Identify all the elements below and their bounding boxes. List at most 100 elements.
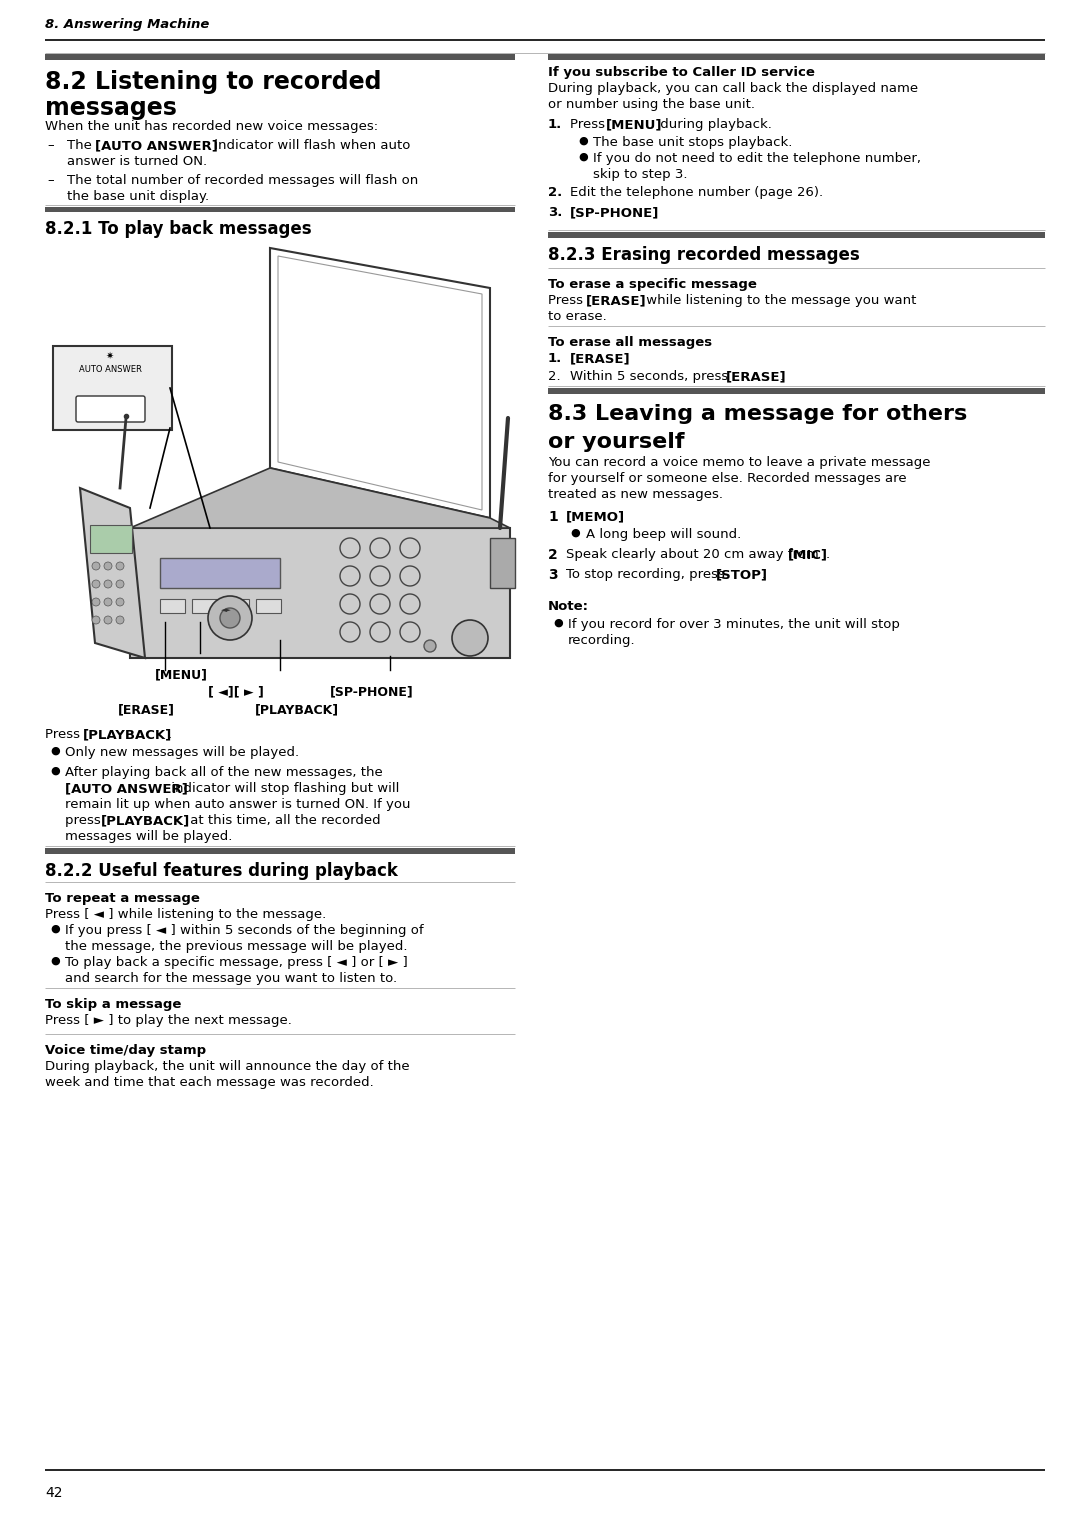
Text: [MIC]: [MIC] xyxy=(788,549,828,561)
Text: You can record a voice memo to leave a private message: You can record a voice memo to leave a p… xyxy=(548,455,931,469)
Text: [AUTO ANSWER]: [AUTO ANSWER] xyxy=(65,782,188,795)
Text: 1.: 1. xyxy=(548,118,563,131)
Text: [PLAYBACK]: [PLAYBACK] xyxy=(83,727,172,741)
Text: [STOP]: [STOP] xyxy=(716,568,768,581)
Polygon shape xyxy=(80,487,145,659)
Text: A long beep will sound.: A long beep will sound. xyxy=(586,529,741,541)
Circle shape xyxy=(400,565,420,587)
Text: 8.2.3 Erasing recorded messages: 8.2.3 Erasing recorded messages xyxy=(548,246,860,264)
Bar xyxy=(192,599,217,613)
Text: .: . xyxy=(780,370,784,384)
Text: the message, the previous message will be played.: the message, the previous message will b… xyxy=(65,940,407,953)
Text: ✷: ✷ xyxy=(106,351,114,361)
Text: remain lit up when auto answer is turned ON. If you: remain lit up when auto answer is turned… xyxy=(65,798,410,811)
Text: To erase all messages: To erase all messages xyxy=(548,336,712,348)
Text: Speak clearly about 20 cm away from: Speak clearly about 20 cm away from xyxy=(566,549,823,561)
Bar xyxy=(160,558,280,588)
Bar xyxy=(256,599,281,613)
Text: –: – xyxy=(48,139,54,151)
Circle shape xyxy=(92,581,100,588)
Bar xyxy=(548,388,1045,394)
Text: If you do not need to edit the telephone number,: If you do not need to edit the telephone… xyxy=(593,151,921,165)
Bar xyxy=(490,538,515,588)
Circle shape xyxy=(370,538,390,558)
Text: Press [ ◄ ] while listening to the message.: Press [ ◄ ] while listening to the messa… xyxy=(45,908,326,921)
Text: .: . xyxy=(168,727,172,741)
Text: [MEMO]: [MEMO] xyxy=(566,510,625,523)
Text: 42: 42 xyxy=(45,1487,63,1500)
Text: ●: ● xyxy=(553,617,563,628)
Circle shape xyxy=(370,565,390,587)
Text: 8.2 Listening to recorded: 8.2 Listening to recorded xyxy=(45,70,381,95)
Circle shape xyxy=(104,616,112,623)
Text: The total number of recorded messages will flash on: The total number of recorded messages wi… xyxy=(67,174,418,186)
Text: To stop recording, press: To stop recording, press xyxy=(566,568,729,581)
Circle shape xyxy=(453,620,488,656)
Text: indicator will stop flashing but will: indicator will stop flashing but will xyxy=(167,782,400,795)
Text: the base unit display.: the base unit display. xyxy=(67,189,210,203)
Polygon shape xyxy=(278,257,482,510)
Bar xyxy=(224,599,249,613)
Text: indicator will flash when auto: indicator will flash when auto xyxy=(210,139,410,151)
Text: during playback.: during playback. xyxy=(656,118,772,131)
Circle shape xyxy=(104,562,112,570)
Text: ●: ● xyxy=(570,529,580,538)
Text: AUTO ANSWER: AUTO ANSWER xyxy=(79,365,141,374)
Text: [ERASE]: [ERASE] xyxy=(726,370,786,384)
Circle shape xyxy=(116,616,124,623)
Text: If you press [ ◄ ] within 5 seconds of the beginning of: If you press [ ◄ ] within 5 seconds of t… xyxy=(65,924,423,937)
Text: Only new messages will be played.: Only new messages will be played. xyxy=(65,746,299,759)
Circle shape xyxy=(92,616,100,623)
Text: To erase a specific message: To erase a specific message xyxy=(548,278,757,290)
Bar xyxy=(548,53,1045,60)
Circle shape xyxy=(104,597,112,607)
Text: Press [ ► ] to play the next message.: Press [ ► ] to play the next message. xyxy=(45,1015,292,1027)
Text: ●: ● xyxy=(578,151,588,162)
Text: [ERASE]: [ERASE] xyxy=(586,293,647,307)
Bar xyxy=(90,526,132,553)
Circle shape xyxy=(340,538,360,558)
Text: During playback, the unit will announce the day of the: During playback, the unit will announce … xyxy=(45,1060,409,1073)
Text: 2.: 2. xyxy=(548,186,563,199)
Circle shape xyxy=(340,565,360,587)
Text: while listening to the message you want: while listening to the message you want xyxy=(642,293,916,307)
Bar xyxy=(45,206,515,211)
Text: Press: Press xyxy=(548,293,588,307)
Circle shape xyxy=(424,640,436,652)
Circle shape xyxy=(116,597,124,607)
Polygon shape xyxy=(130,468,510,529)
Polygon shape xyxy=(130,529,510,659)
Text: [PLAYBACK]: [PLAYBACK] xyxy=(255,703,339,717)
Text: ●: ● xyxy=(50,924,59,934)
Circle shape xyxy=(104,581,112,588)
Text: .: . xyxy=(826,549,831,561)
Text: treated as new messages.: treated as new messages. xyxy=(548,487,723,501)
Text: [PLAYBACK]: [PLAYBACK] xyxy=(102,814,190,827)
Text: To skip a message: To skip a message xyxy=(45,998,181,1012)
Text: [AUTO ANSWER]: [AUTO ANSWER] xyxy=(95,139,218,151)
Text: [ERASE]: [ERASE] xyxy=(118,703,175,717)
Text: If you subscribe to Caller ID service: If you subscribe to Caller ID service xyxy=(548,66,815,79)
Text: ●: ● xyxy=(50,957,59,966)
Circle shape xyxy=(370,594,390,614)
Circle shape xyxy=(370,622,390,642)
Text: ◄►: ◄► xyxy=(221,607,232,613)
Circle shape xyxy=(208,596,252,640)
Text: Voice time/day stamp: Voice time/day stamp xyxy=(45,1044,206,1057)
Text: –: – xyxy=(48,174,54,186)
Text: messages: messages xyxy=(45,96,177,121)
Text: and search for the message you want to listen to.: and search for the message you want to l… xyxy=(65,972,397,986)
Text: Note:: Note: xyxy=(548,601,589,613)
Bar xyxy=(548,232,1045,238)
FancyBboxPatch shape xyxy=(76,396,145,422)
Text: at this time, all the recorded: at this time, all the recorded xyxy=(186,814,380,827)
Text: [ERASE]: [ERASE] xyxy=(570,351,631,365)
Text: [SP-PHONE]: [SP-PHONE] xyxy=(570,206,660,219)
Bar xyxy=(160,599,185,613)
Circle shape xyxy=(116,562,124,570)
Text: [MENU]: [MENU] xyxy=(606,118,662,131)
Text: week and time that each message was recorded.: week and time that each message was reco… xyxy=(45,1076,374,1089)
Text: 2.: 2. xyxy=(548,370,561,384)
Text: To repeat a message: To repeat a message xyxy=(45,892,200,905)
Circle shape xyxy=(92,597,100,607)
